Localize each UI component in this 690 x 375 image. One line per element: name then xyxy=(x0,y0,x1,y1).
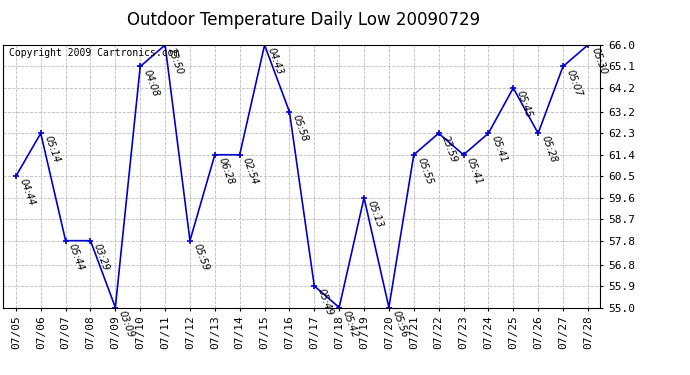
Text: 06:28: 06:28 xyxy=(216,156,235,186)
Text: 03:29: 03:29 xyxy=(92,242,111,272)
Text: 05:28: 05:28 xyxy=(540,135,559,165)
Text: 05:45: 05:45 xyxy=(515,89,533,119)
Text: 05:58: 05:58 xyxy=(290,113,310,143)
Text: 05:59: 05:59 xyxy=(191,242,210,272)
Text: Outdoor Temperature Daily Low 20090729: Outdoor Temperature Daily Low 20090729 xyxy=(127,11,480,29)
Text: 05:07: 05:07 xyxy=(564,68,584,98)
Text: 23:50: 23:50 xyxy=(166,46,186,76)
Text: 05:49: 05:49 xyxy=(316,287,335,317)
Text: 04:43: 04:43 xyxy=(266,46,285,76)
Text: 05:41: 05:41 xyxy=(465,156,484,186)
Text: 05:13: 05:13 xyxy=(366,199,384,229)
Text: 05:42: 05:42 xyxy=(341,309,359,339)
Text: 04:08: 04:08 xyxy=(141,68,161,98)
Text: 05:44: 05:44 xyxy=(67,242,86,272)
Text: Copyright 2009 Cartronics.com: Copyright 2009 Cartronics.com xyxy=(10,48,180,58)
Text: 05:55: 05:55 xyxy=(415,156,434,186)
Text: 05:56: 05:56 xyxy=(391,309,409,339)
Text: 05:30: 05:30 xyxy=(589,46,609,76)
Text: 04:44: 04:44 xyxy=(17,178,37,208)
Text: 02:54: 02:54 xyxy=(241,156,260,186)
Text: 23:59: 23:59 xyxy=(440,135,459,165)
Text: 03:09: 03:09 xyxy=(117,309,136,339)
Text: 05:41: 05:41 xyxy=(490,135,509,165)
Text: 05:14: 05:14 xyxy=(42,135,61,165)
